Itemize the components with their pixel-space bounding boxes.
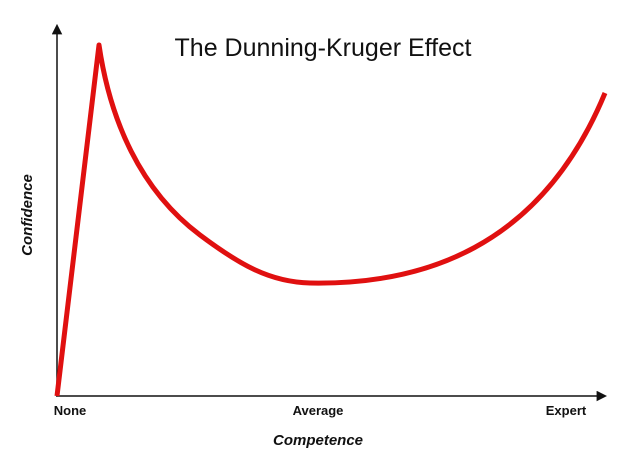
curve <box>54 42 608 397</box>
x-tick-label: None <box>54 403 87 418</box>
x-axis-label: Competence <box>273 432 363 449</box>
y-axis-label: Confidence <box>19 174 36 256</box>
x-tick-label: Average <box>293 403 344 418</box>
x-tick-label: Expert <box>546 403 587 418</box>
title: The Dunning-Kruger Effect <box>175 34 472 62</box>
